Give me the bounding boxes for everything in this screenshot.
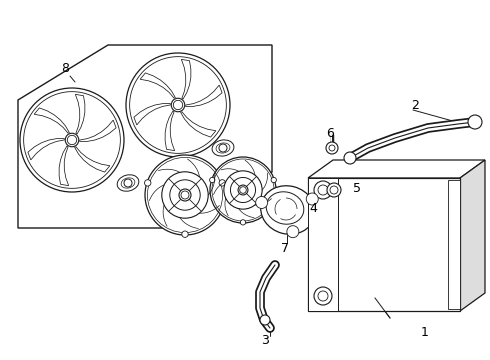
Circle shape <box>344 152 356 164</box>
Ellipse shape <box>216 143 230 153</box>
Circle shape <box>287 226 299 238</box>
Circle shape <box>20 88 124 192</box>
Circle shape <box>179 189 191 201</box>
Ellipse shape <box>212 140 234 156</box>
Text: 7: 7 <box>281 242 289 255</box>
Text: 1: 1 <box>421 327 429 339</box>
Circle shape <box>210 177 215 183</box>
Circle shape <box>145 180 151 186</box>
Circle shape <box>171 98 185 112</box>
Circle shape <box>124 179 132 187</box>
Polygon shape <box>460 160 485 311</box>
Ellipse shape <box>121 178 135 188</box>
Ellipse shape <box>117 175 139 191</box>
Polygon shape <box>308 160 485 178</box>
Circle shape <box>126 53 230 157</box>
Circle shape <box>271 177 276 183</box>
Circle shape <box>326 142 338 154</box>
Circle shape <box>162 172 208 218</box>
Circle shape <box>468 115 482 129</box>
Circle shape <box>145 155 225 235</box>
Circle shape <box>306 193 318 205</box>
Circle shape <box>65 133 79 147</box>
Circle shape <box>241 220 245 225</box>
Circle shape <box>182 231 188 237</box>
Circle shape <box>219 144 227 152</box>
Polygon shape <box>308 178 460 311</box>
Circle shape <box>260 315 270 325</box>
Text: 4: 4 <box>309 202 317 215</box>
Text: 6: 6 <box>326 126 334 140</box>
Ellipse shape <box>261 186 315 234</box>
Circle shape <box>327 183 341 197</box>
Circle shape <box>314 287 332 305</box>
Circle shape <box>238 185 248 195</box>
Circle shape <box>224 171 262 209</box>
Ellipse shape <box>266 192 304 224</box>
Text: 3: 3 <box>261 333 269 346</box>
Text: 8: 8 <box>61 62 69 75</box>
Circle shape <box>210 157 276 223</box>
Circle shape <box>314 181 332 199</box>
Polygon shape <box>18 45 272 228</box>
Polygon shape <box>308 178 338 311</box>
Text: 5: 5 <box>353 181 361 194</box>
Text: 2: 2 <box>411 99 419 112</box>
Circle shape <box>219 180 225 186</box>
Polygon shape <box>448 180 460 309</box>
Circle shape <box>256 197 268 208</box>
